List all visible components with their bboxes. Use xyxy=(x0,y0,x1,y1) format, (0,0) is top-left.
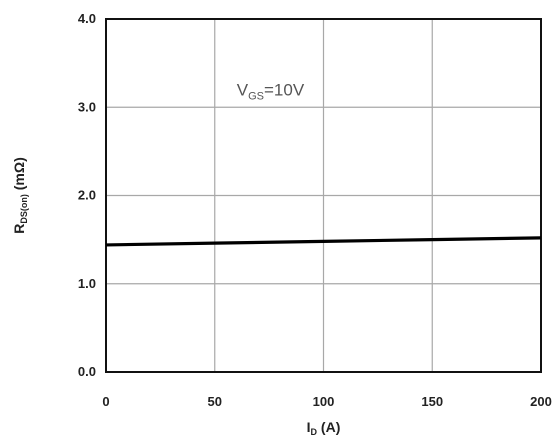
series-line-0 xyxy=(105,236,542,247)
annotation-rest: =10V xyxy=(264,81,305,100)
x-axis-label-main: I xyxy=(307,419,311,435)
y-tick-label: 2.0 xyxy=(78,188,96,203)
annotation-sub: GS xyxy=(248,91,264,103)
x-tick-label: 50 xyxy=(208,394,222,409)
x-axis-label-unit: (A) xyxy=(317,419,340,435)
x-tick-label: 200 xyxy=(530,394,552,409)
annotation-main: V xyxy=(237,81,249,100)
y-tick-label: 3.0 xyxy=(78,99,96,114)
grid xyxy=(106,19,541,372)
series-layer xyxy=(105,236,542,247)
x-axis-label: ID (A) xyxy=(307,419,341,437)
y-axis-label-unit: (mΩ) xyxy=(11,157,27,194)
annotation-vgs: VGS=10V xyxy=(237,81,305,103)
x-tick-label: 0 xyxy=(102,394,109,409)
x-axis-label-sub: D xyxy=(311,427,318,437)
x-tick-label: 150 xyxy=(421,394,443,409)
x-tick-labels: 0 50 100 150 200 xyxy=(102,394,551,409)
x-tick-label: 100 xyxy=(313,394,335,409)
y-axis-label-main: R xyxy=(11,224,27,234)
y-axis-label-sub: DS(on) xyxy=(19,194,29,224)
y-tick-label: 4.0 xyxy=(78,11,96,26)
y-tick-label: 1.0 xyxy=(78,276,96,291)
y-tick-label: 0.0 xyxy=(78,364,96,379)
y-tick-labels: 0.0 1.0 2.0 3.0 4.0 xyxy=(78,11,96,379)
y-axis-label: RDS(on) (mΩ) xyxy=(11,157,29,234)
plot-frame xyxy=(105,18,542,373)
